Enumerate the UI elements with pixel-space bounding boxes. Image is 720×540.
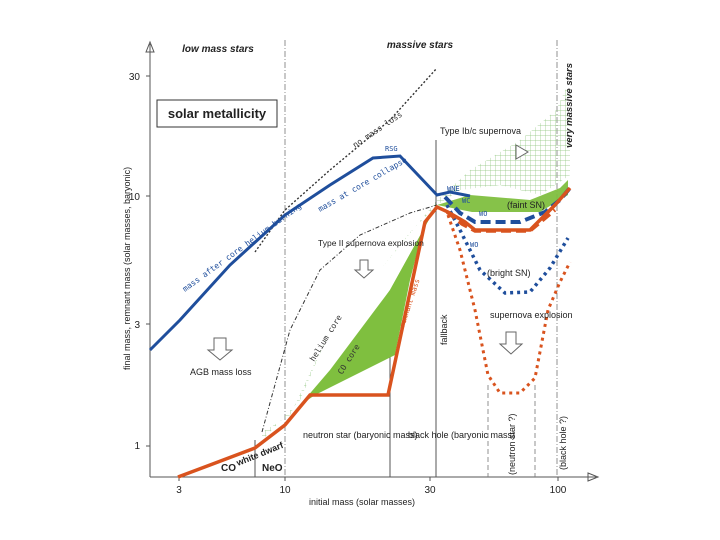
remnant-dashed-upper (445, 208, 557, 233)
metallicity-box (156, 99, 278, 128)
sn-explosion-arrow-icon (498, 331, 524, 355)
mass-after-helium-curve (148, 154, 471, 352)
no-mass-loss-label: no mass loss (351, 110, 404, 150)
wr-dashed-curve-upper (443, 186, 572, 224)
y-axis-title: final mass, remnant mass (solar masses, … (122, 167, 132, 370)
x-tick-10: 10 (279, 485, 291, 496)
header-very-massive: very massive stars (564, 63, 575, 148)
type-ii-arrow-icon (353, 259, 375, 279)
metallicity-title: solar metallicity (168, 106, 267, 121)
y-tick-10: 10 (129, 192, 141, 203)
neutron-star-label: neutron star (baryonic mass) (303, 430, 418, 440)
neutron-star-q-label: (neutron star ?) (507, 413, 517, 475)
helium-core-label: helium core (308, 313, 344, 363)
co-core-fill (300, 205, 437, 405)
agb-arrow-icon (206, 337, 234, 361)
agb-label: AGB mass loss (190, 367, 252, 377)
x-tick-30: 30 (424, 485, 436, 496)
y-tick-3: 3 (134, 320, 140, 331)
y-tick-1: 1 (134, 441, 140, 452)
type-ibc-label: Type Ib/c supernova (440, 126, 521, 136)
type-ibc-arrow-icon (515, 144, 529, 160)
wr-dotted-curve-lower (445, 204, 570, 295)
sn-explosion-label: supernova explosion (490, 310, 573, 320)
axes (145, 40, 600, 482)
helium-core-line (261, 204, 438, 433)
remnant-dotted-lower (446, 214, 572, 395)
type-ii-label: Type II supernova explosion (318, 238, 424, 248)
black-hole-q-label: (black hole ?) (558, 416, 568, 470)
wc-label: WC (462, 197, 470, 205)
neo-wd-label: NeO (262, 463, 283, 474)
faint-sn-label: (faint SN) (507, 200, 545, 210)
x-tick-100: 100 (550, 485, 567, 496)
co-wd-label: CO (221, 463, 236, 474)
header-low-mass: low mass stars (182, 44, 254, 55)
x-axis-title: initial mass (solar masses) (309, 497, 415, 507)
x-tick-3: 3 (176, 485, 182, 496)
fallback-label: fallback (439, 314, 449, 345)
wo-label-2: WO (470, 241, 478, 249)
black-hole-label: black hole (baryonic mass) (408, 430, 515, 440)
no-mass-loss-line (254, 67, 438, 253)
header-massive: massive stars (387, 40, 454, 51)
wne-label: WNE (447, 185, 460, 193)
rsg-label: RSG (385, 145, 398, 153)
wo-label-1: WO (479, 210, 487, 218)
separators (254, 40, 558, 477)
y-tick-30: 30 (129, 72, 141, 83)
bright-sn-label: (bright SN) (487, 268, 531, 278)
hatched-region (262, 88, 570, 440)
